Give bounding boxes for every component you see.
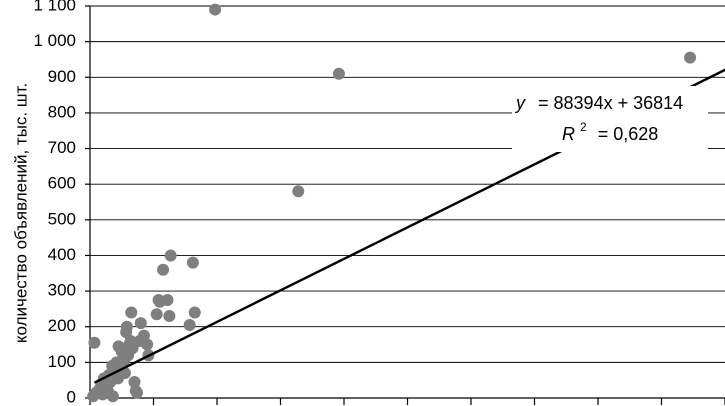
data-point-50 [332, 67, 345, 80]
r2-symbol: R [562, 124, 575, 144]
svg-text:y = 88394x + 36814: y = 88394x + 36814 [514, 93, 683, 113]
y-tick-label-900: 900 [48, 67, 76, 86]
data-point-47 [188, 306, 201, 319]
data-point-24 [120, 320, 133, 333]
data-point-38 [150, 308, 163, 321]
y-tick-label-0: 0 [67, 387, 76, 406]
data-point-45 [183, 318, 196, 331]
data-point-43 [163, 310, 176, 323]
equation-box [512, 86, 708, 152]
r2-value: = 0,628 [598, 124, 659, 144]
y-tick-label-200: 200 [48, 316, 76, 335]
data-point-34 [134, 317, 147, 330]
trend-line [93, 68, 725, 384]
regression-equation: y = 88394x + 36814 R 2 = 0,628 [514, 93, 683, 144]
y-tick-label-400: 400 [48, 245, 76, 264]
data-point-42 [161, 294, 174, 306]
y-tick-label-1100: 1 100 [33, 0, 76, 14]
data-point-0 [88, 336, 101, 349]
x-axis-ticks [89, 398, 725, 405]
data-point-12 [106, 390, 119, 403]
y-tick-label-700: 700 [48, 138, 76, 157]
data-point-28 [125, 306, 138, 319]
data-point-36 [141, 338, 154, 351]
y-tick-label-300: 300 [48, 281, 76, 300]
data-point-44 [164, 249, 177, 262]
y-tick-label-500: 500 [48, 209, 76, 228]
y-tick-label-100: 100 [48, 352, 76, 371]
y-tick-labels: 0 100 200 300 400 500 600 700 800 900 1 000 1 100 [33, 0, 76, 406]
y-tick-label-800: 800 [48, 102, 76, 121]
data-point-46 [186, 256, 199, 269]
data-point-48 [209, 3, 222, 16]
data-point-41 [157, 263, 170, 276]
y-axis-title: количество объявлений, тыс. шт. [11, 83, 30, 343]
svg-text:R 2 = 0,628: R 2 = 0,628 [562, 115, 658, 144]
gridlines [85, 5, 725, 399]
eq-y-symbol: y [514, 93, 526, 113]
data-point-32 [130, 386, 143, 399]
data-point-51 [684, 51, 697, 64]
data-point-49 [292, 185, 305, 198]
data-points [87, 3, 697, 403]
y-tick-label-1000: 1 000 [33, 31, 76, 50]
eq-formula: = 88394x + 36814 [538, 93, 683, 113]
r2-superscript: 2 [580, 120, 587, 134]
y-tick-label-600: 600 [48, 174, 76, 193]
data-point-30 [128, 375, 141, 388]
